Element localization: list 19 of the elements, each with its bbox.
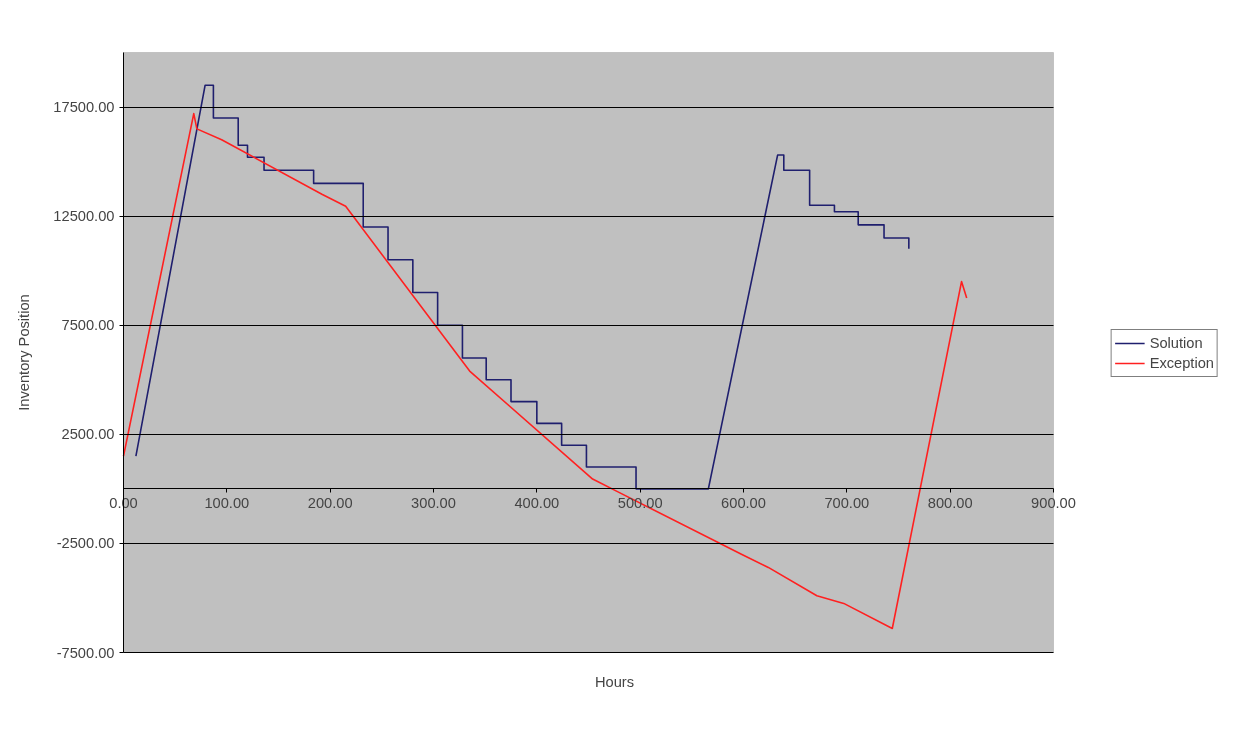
x-tick-label: 200.00 <box>307 494 353 511</box>
y-tick-label: 12500.00 <box>53 208 115 225</box>
x-tick-label: 900.00 <box>1031 494 1076 511</box>
y-tick-label: -2500.00 <box>56 535 115 552</box>
y-axis-title: Inventory Position <box>16 294 33 411</box>
y-tick-label: 17500.00 <box>53 99 115 116</box>
y-tick-label: -7500.00 <box>56 644 115 661</box>
legend-label: Exception <box>1149 355 1214 371</box>
line-series <box>135 84 910 490</box>
x-tick-label: 700.00 <box>824 494 870 511</box>
y-tick-label: 7500.00 <box>61 317 115 334</box>
x-axis-title: Hours <box>594 673 635 690</box>
legend-label: Solution <box>1149 335 1203 351</box>
x-tick-label: 100.00 <box>204 494 250 511</box>
x-tick-label: 400.00 <box>514 494 560 511</box>
x-tick-label: 800.00 <box>927 494 973 511</box>
x-tick-label: 600.00 <box>721 494 766 511</box>
y-tick-label: 2500.00 <box>61 426 115 443</box>
x-tick-label: 300.00 <box>411 494 456 511</box>
